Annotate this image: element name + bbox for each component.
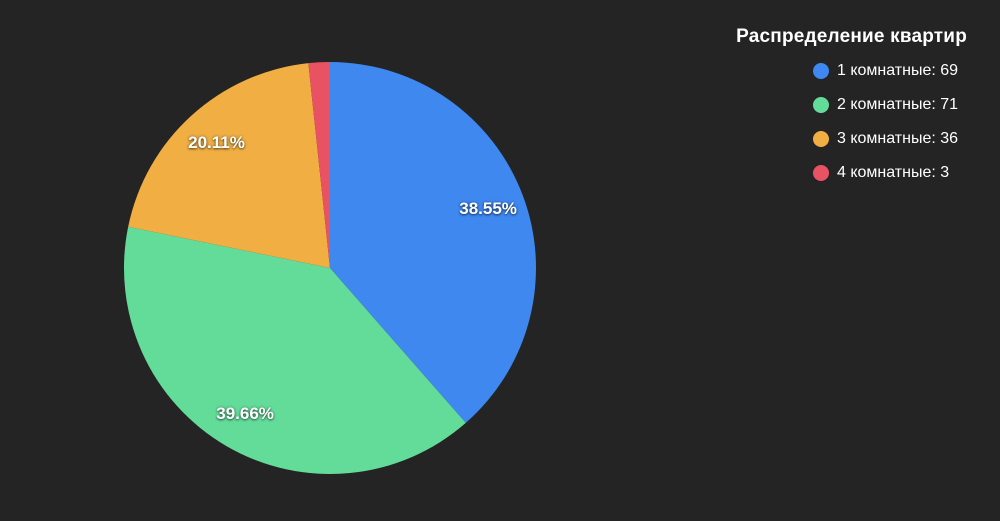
legend-item-label: 3 комнатные: 36 [837, 130, 959, 147]
legend-item-4-rooms[interactable]: 4 комнатные: 3 [813, 164, 958, 182]
legend-item-2-rooms[interactable]: 2 комнатные: 71 [813, 96, 958, 114]
legend-item-3-rooms[interactable]: 3 комнатные: 36 [813, 130, 958, 148]
legend-swatch-icon [813, 63, 829, 79]
legend-item-1-rooms[interactable]: 1 комнатные: 69 [813, 62, 958, 80]
pie-slice-2-комнатные[interactable] [123, 226, 466, 475]
legend: 1 комнатные: 69 2 комнатные: 71 3 комнат… [813, 62, 958, 182]
pie-slice-1-комнатные[interactable] [330, 62, 537, 423]
pie-slice-3-комнатные[interactable] [128, 63, 330, 268]
chart-title: Распределение квартир [736, 26, 967, 47]
legend-item-label: 4 комнатные: 3 [837, 164, 950, 181]
legend-item-label: 1 комнатные: 69 [837, 62, 959, 79]
legend-swatch-icon [813, 131, 829, 147]
legend-swatch-icon [813, 97, 829, 113]
legend-swatch-icon [813, 165, 829, 181]
legend-item-label: 2 комнатные: 71 [837, 96, 959, 113]
pie-slice-4-комнатные[interactable] [308, 62, 330, 268]
